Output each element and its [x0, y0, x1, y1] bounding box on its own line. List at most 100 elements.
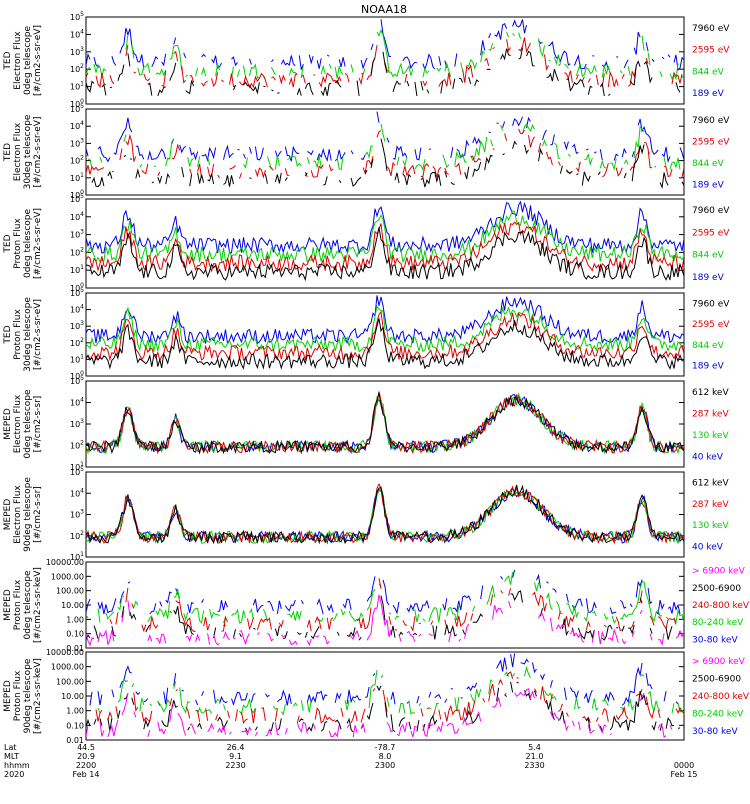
y-tick-label: 1.00: [66, 707, 84, 716]
series-black: [86, 681, 681, 733]
y-axis-label-line: [#/cm2-s-sr-eV]: [33, 208, 43, 279]
legend-entry: 7960 eV: [692, 206, 730, 216]
y-tick-label: 101: [70, 81, 84, 92]
y-tick-label: 103: [70, 509, 84, 520]
time-axis-tick-label: 0000: [674, 761, 694, 770]
y-axis-label-line: [#/cm2-s-sr-eV]: [33, 299, 43, 370]
y-axis-label-line: [#/cm2-s-sr-eV]: [33, 25, 43, 96]
series-blue: [86, 295, 684, 346]
y-axis-label-line: MEPED: [3, 589, 13, 621]
y-tick-label: 10.00: [61, 601, 84, 610]
legend-entry: 2595 eV: [692, 228, 730, 238]
panel-7: 10000.00 1000.00 100.00 10.00 1.00 0.10 0.01 ME…: [3, 558, 750, 653]
y-tick-label: 102: [70, 440, 84, 451]
y-axis-label-line: [#/cm2-s-sr-eV]: [33, 117, 43, 188]
legend-entry: 30-80 keV: [692, 635, 738, 645]
y-tick-label: 100: [70, 189, 84, 200]
legend-entry: 240-800 keV: [692, 601, 750, 611]
legend-entry: 189 eV: [692, 362, 725, 372]
y-tick-label: 101: [70, 264, 84, 275]
legend-entry: 40 keV: [692, 542, 724, 552]
y-axis-label-line: Proton Flux: [13, 670, 23, 721]
y-tick-label: 102: [70, 246, 84, 257]
legend-entry: 189 eV: [692, 180, 725, 190]
legend-entry: 2595 eV: [692, 46, 730, 56]
legend-entry: 189 eV: [692, 273, 725, 283]
y-tick-label: 100: [70, 282, 84, 293]
y-tick-label: 104: [70, 211, 84, 222]
y-axis-label-line: 90deg telescope: [23, 477, 33, 552]
panel-frame: [85, 108, 685, 196]
y-tick-label: 105: [70, 11, 84, 22]
y-axis-label-line: Proton Flux: [13, 309, 23, 360]
time-axis-tick-label: 44.5: [77, 743, 95, 752]
y-axis-label-line: [#/cm2-s-sr-keV]: [33, 567, 43, 643]
legend-entry: 612 keV: [692, 388, 729, 398]
y-tick-label: 104: [70, 487, 84, 498]
panel-3: 105 104 103 102 101 100 TED Proton Flux 0deg tel…: [3, 193, 730, 293]
y-tick-label: 0.10: [66, 721, 84, 730]
series-blue: [86, 200, 684, 255]
y-tick-label: 100: [70, 370, 84, 381]
legend-entry: 130 keV: [692, 431, 729, 441]
y-tick-label: 10.00: [61, 692, 84, 701]
legend-entry: 287 keV: [692, 500, 729, 510]
y-tick-label: 0.10: [66, 630, 84, 639]
y-tick-label: 100: [70, 98, 84, 109]
y-axis-label-line: MEPED: [3, 408, 13, 440]
y-tick-label: 105: [70, 375, 84, 386]
legend-entry: 2500-6900: [692, 584, 741, 594]
panel-8: 10000.00 1000.00 100.00 10.00 1.00 0.10 0.01 ME…: [3, 648, 750, 745]
y-tick-label: 101: [70, 551, 84, 562]
y-tick-label: 1.00: [66, 615, 84, 624]
series-black: [91, 138, 684, 190]
series-red: [86, 37, 683, 89]
y-axis-label-line: 0deg telescope: [23, 570, 33, 640]
legend-entry: 7960 eV: [692, 116, 730, 126]
traces: [86, 295, 684, 370]
series-green: [97, 665, 684, 716]
legend-entry: 2595 eV: [692, 137, 730, 147]
panel-2: 105 104 103 102 101 100 TED Electron Flux 30deg …: [3, 103, 730, 200]
y-axis-label-line: Proton Flux: [13, 218, 23, 269]
y-tick-label: 105: [70, 193, 84, 204]
y-tick-label: 100.00: [56, 677, 84, 686]
legend-entry: 40 keV: [692, 452, 724, 462]
time-axis-tick-label: 21.0: [526, 752, 544, 761]
series-red: [86, 128, 684, 179]
panel-1: 105 104 103 102 101 100 TED Electron Flux 0deg t…: [3, 11, 730, 109]
y-axis-label-line: 0deg telescope: [23, 389, 33, 459]
panel-frame: [85, 198, 685, 289]
time-axis-row-label: 2020: [4, 770, 24, 779]
traces: [86, 111, 684, 190]
y-axis-label-line: MEPED: [3, 499, 13, 531]
y-axis-label-line: TED: [3, 143, 13, 162]
legend-entry: 2500-6900: [692, 674, 741, 684]
chart-title: NOAA18: [361, 3, 407, 16]
legend-entry: 287 keV: [692, 409, 729, 419]
time-axis-tick-label: -78.7: [375, 743, 396, 752]
y-axis-label-line: Electron Flux: [13, 394, 23, 453]
traces: [86, 654, 684, 738]
y-tick-label: 1000.00: [51, 572, 84, 581]
panel-frame: [85, 292, 685, 377]
y-tick-label: 103: [70, 46, 84, 57]
y-tick-label: 0.01: [66, 736, 84, 745]
y-tick-label: 104: [70, 120, 84, 131]
time-axis-tick-label: 2200: [76, 761, 96, 770]
series-magenta: [86, 594, 684, 647]
y-axis-label-line: [#/cm2-s-sr-keV]: [33, 658, 43, 734]
y-tick-label: 0.01: [66, 644, 84, 653]
y-axis-label-line: 0deg telescope: [23, 26, 33, 96]
y-axis-label-line: TED: [3, 234, 13, 253]
legend-entry: 80-240 keV: [692, 618, 744, 628]
y-axis-label-line: MEPED: [3, 680, 13, 712]
y-axis-label-line: [#/cm2-s-sr]: [33, 486, 43, 543]
time-axis-tick-label: Feb 14: [73, 770, 100, 779]
panel-5: 105 104 103 102 101 MEPED Electron Flux 0deg te…: [3, 375, 729, 472]
series-green: [86, 571, 684, 625]
legend-entry: 80-240 keV: [692, 710, 744, 720]
y-tick-label: 103: [70, 137, 84, 148]
y-axis-label-line: Electron Flux: [13, 485, 23, 544]
series-black: [86, 227, 684, 282]
